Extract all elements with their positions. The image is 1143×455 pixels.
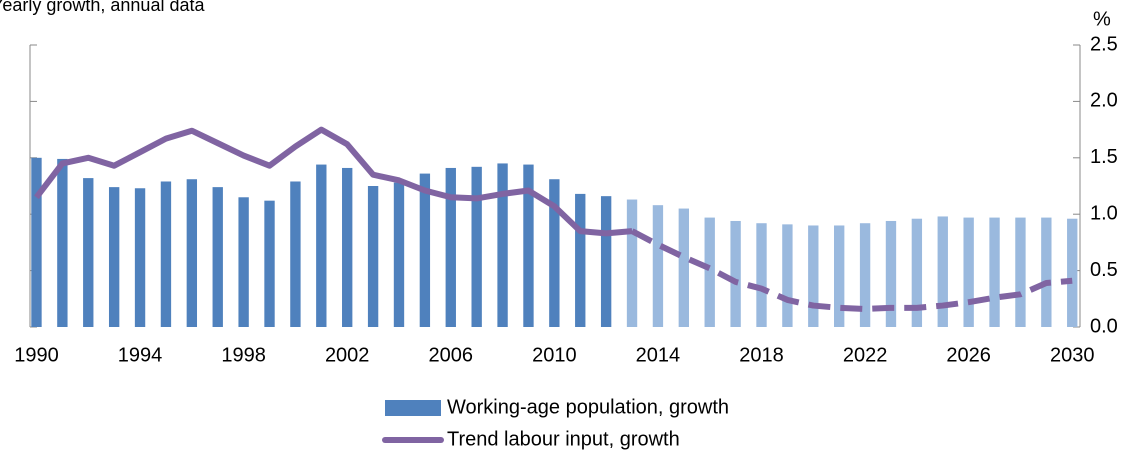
- bar: [471, 166, 482, 327]
- bar: [57, 158, 68, 327]
- bar: [678, 208, 690, 327]
- bar: [419, 173, 431, 327]
- x-tick-label: 2006: [429, 344, 474, 366]
- y-tick-label: 0.5: [1090, 259, 1118, 281]
- bar: [1015, 217, 1026, 327]
- bar: [238, 197, 249, 327]
- bar: [497, 163, 508, 327]
- bar: [730, 220, 741, 327]
- bar: [626, 199, 638, 327]
- bar: [212, 187, 223, 327]
- x-tick-label: 2010: [532, 344, 577, 366]
- x-tick-label: 1998: [221, 344, 266, 366]
- bar: [290, 181, 301, 327]
- line-projection: [630, 228, 1073, 312]
- legend-label: Trend labour input, growth: [447, 428, 680, 450]
- bar: [83, 178, 94, 327]
- x-tick-label: 2018: [739, 344, 784, 366]
- bar: [963, 217, 974, 327]
- x-tick-label: 2002: [325, 344, 370, 366]
- bar: [316, 164, 327, 327]
- bar: [160, 181, 172, 327]
- bar: [859, 223, 871, 327]
- x-tick-label: 1994: [118, 344, 163, 366]
- bar: [756, 223, 767, 327]
- bar: [393, 182, 405, 327]
- x-tick-label: 2026: [946, 344, 991, 366]
- bar: [937, 216, 948, 327]
- x-tick-label: 2014: [636, 344, 681, 366]
- bar: [186, 179, 198, 327]
- bar: [342, 167, 353, 327]
- bar: [264, 200, 275, 327]
- bar: [782, 224, 793, 327]
- y-tick-label: 1.5: [1090, 146, 1118, 168]
- legend-label: Working-age population, growth: [447, 396, 729, 418]
- bar: [549, 179, 560, 327]
- bar: [989, 217, 1000, 327]
- bar: [911, 218, 923, 327]
- bar: [834, 225, 845, 327]
- x-tick-label: 2030: [1050, 344, 1095, 366]
- bar: [1041, 217, 1052, 327]
- bar: [367, 186, 379, 327]
- chart-subtitle: Yearly growth, annual data: [0, 0, 205, 15]
- bar: [523, 164, 534, 327]
- bar: [808, 225, 819, 327]
- bar: [134, 188, 146, 327]
- line: [34, 126, 633, 237]
- bar: [652, 205, 664, 327]
- legend-swatch: [385, 400, 441, 416]
- bar: [1067, 218, 1078, 327]
- bar: [31, 157, 42, 327]
- x-tick-label: 2022: [843, 344, 888, 366]
- bar: [445, 167, 456, 327]
- y-tick-label: 1.0: [1090, 202, 1118, 224]
- bar: [575, 193, 586, 327]
- x-tick-label: 1990: [14, 344, 59, 366]
- bar: [885, 220, 897, 327]
- y-tick-label: 0.0: [1090, 315, 1118, 337]
- y-unit: %: [1093, 8, 1111, 30]
- bar: [108, 187, 120, 327]
- bar: [600, 196, 612, 327]
- y-tick-label: 2.5: [1090, 33, 1118, 55]
- bar: [704, 217, 715, 327]
- y-tick-label: 2.0: [1090, 90, 1118, 112]
